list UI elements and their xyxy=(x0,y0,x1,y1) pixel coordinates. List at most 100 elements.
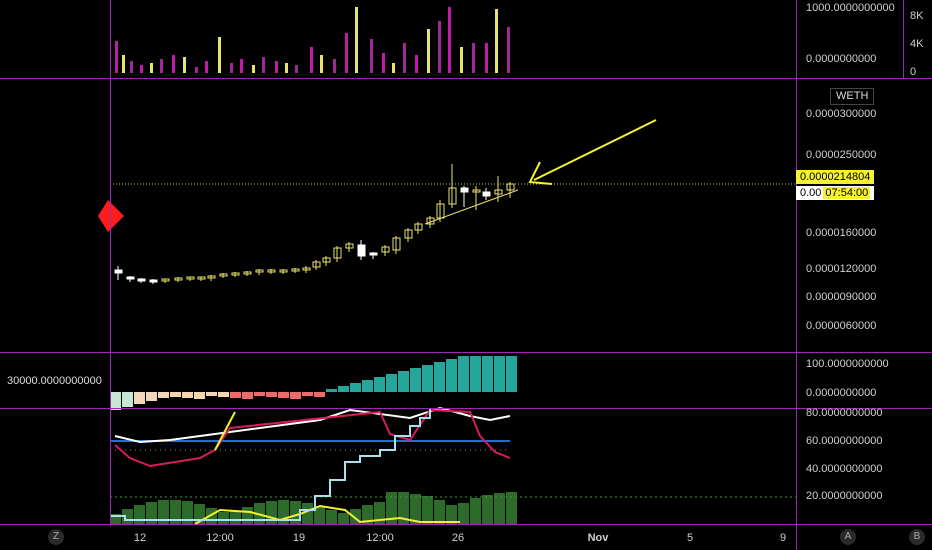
oscillator-bar xyxy=(182,501,193,524)
price-axis-label: 0.0000120000 xyxy=(806,263,877,275)
histogram-bar xyxy=(338,386,349,392)
time-axis-label: Nov xyxy=(587,532,609,544)
volume-bar xyxy=(392,63,395,73)
oscillator-bar xyxy=(134,505,145,524)
volume-bar xyxy=(140,65,143,73)
oscillator-bar xyxy=(170,500,181,524)
candle-body xyxy=(392,237,401,251)
oscillator-bar xyxy=(194,504,205,524)
volume-bar xyxy=(218,37,221,73)
oscillator-bar xyxy=(434,500,445,524)
volume-bar xyxy=(252,65,255,73)
histogram-bar xyxy=(386,374,397,392)
candle-body xyxy=(161,278,170,282)
oscillator-bar xyxy=(110,514,121,524)
histogram-axis-label: 0.0000000000 xyxy=(806,387,877,399)
price-pane-border xyxy=(0,352,932,353)
oscillator-bar xyxy=(506,492,517,524)
histogram-bar xyxy=(218,392,229,397)
histogram-bar xyxy=(470,356,481,392)
candle-body xyxy=(207,275,216,279)
oscillator-axis-label: 80.0000000000 xyxy=(806,407,883,419)
volume-axis-label-far: 4K xyxy=(910,38,924,50)
volume-axis-label: 0.0000000000 xyxy=(806,53,877,65)
volume-bar xyxy=(275,61,278,73)
volume-bar xyxy=(150,63,153,73)
cursor-vertical-line xyxy=(110,0,111,526)
candle-body xyxy=(322,257,331,263)
volume-bar xyxy=(427,29,430,73)
histogram-bar xyxy=(158,392,169,398)
price-axis-label: 0.0000300000 xyxy=(806,108,877,120)
oscillator-bar xyxy=(422,496,433,524)
volume-axis-label: 1000.0000000000 xyxy=(806,2,895,14)
oscillator-axis-label: 40.0000000000 xyxy=(806,463,883,475)
candle-body xyxy=(186,276,195,280)
volume-bar xyxy=(230,63,233,73)
volume-bar xyxy=(485,43,488,73)
candle-body xyxy=(126,276,135,280)
oscillator-bar xyxy=(158,500,169,524)
volume-bar xyxy=(262,57,265,73)
oscillator-bar xyxy=(386,492,397,524)
candle-body xyxy=(114,269,123,274)
histogram-bar xyxy=(494,356,505,392)
symbol-badge[interactable]: WETH xyxy=(830,88,875,105)
candle-body xyxy=(312,261,321,268)
auto-scale-button[interactable]: A xyxy=(840,529,856,545)
histogram-bar xyxy=(482,356,493,392)
histogram-bar xyxy=(506,356,517,392)
trendline xyxy=(424,189,519,225)
volume-bar xyxy=(172,55,175,73)
oscillator-bar xyxy=(458,503,469,524)
oscillator-bar xyxy=(338,513,349,524)
volume-bar xyxy=(122,55,125,73)
oscillator-bar xyxy=(206,508,217,524)
histogram-bar xyxy=(266,392,277,397)
candle-body xyxy=(255,269,264,273)
histogram-bar xyxy=(278,392,289,398)
oscillator-bar xyxy=(494,493,505,524)
candle-body xyxy=(345,243,354,249)
candle-body xyxy=(381,246,390,253)
histogram-bar xyxy=(194,392,205,399)
oscillator-bar xyxy=(230,511,241,524)
countdown-tag: 0.00 07:54:00 xyxy=(796,186,875,200)
time-axis-label: 12:00 xyxy=(366,532,394,544)
histogram-bar xyxy=(206,392,217,396)
oscillator-bar xyxy=(374,502,385,524)
countdown-timer: 07:54:00 xyxy=(823,187,871,199)
time-axis-label: 26 xyxy=(451,532,465,544)
oscillator-magenta-line xyxy=(114,408,511,468)
oscillator-axis-label: 60.0000000000 xyxy=(806,435,883,447)
oscillator-bar xyxy=(278,500,289,524)
price-axis-label: 0.0000250000 xyxy=(806,149,877,161)
oscillator-bar xyxy=(326,510,337,524)
histogram-pane-border xyxy=(0,408,932,409)
time-axis-label: 19 xyxy=(292,532,306,544)
histogram-bar xyxy=(398,371,409,392)
histogram-bar xyxy=(290,392,301,399)
volume-bar xyxy=(295,65,298,73)
candle-body xyxy=(243,271,252,275)
time-axis-label: 12:00 xyxy=(206,532,234,544)
oscillator-bar xyxy=(242,507,253,524)
oscillator-pane-border xyxy=(0,524,932,525)
candle-body xyxy=(369,252,378,256)
volume-bar xyxy=(403,43,406,73)
oscillator-bar xyxy=(122,509,133,524)
histogram-bar xyxy=(374,377,385,392)
volume-bar xyxy=(460,47,463,73)
oscillator-bar xyxy=(350,509,361,524)
zoom-button[interactable]: Z xyxy=(48,529,64,545)
volume-bar xyxy=(415,55,418,73)
histogram-bar xyxy=(134,392,145,404)
volume-bar xyxy=(333,59,336,73)
time-axis-label: 5 xyxy=(686,532,694,544)
current-price-tag: 0.0000214804 xyxy=(796,170,875,184)
volume-bar xyxy=(183,57,186,73)
log-scale-button[interactable]: B xyxy=(909,529,925,545)
oscillator-bar xyxy=(266,501,277,524)
oscillator-bar xyxy=(410,494,421,524)
